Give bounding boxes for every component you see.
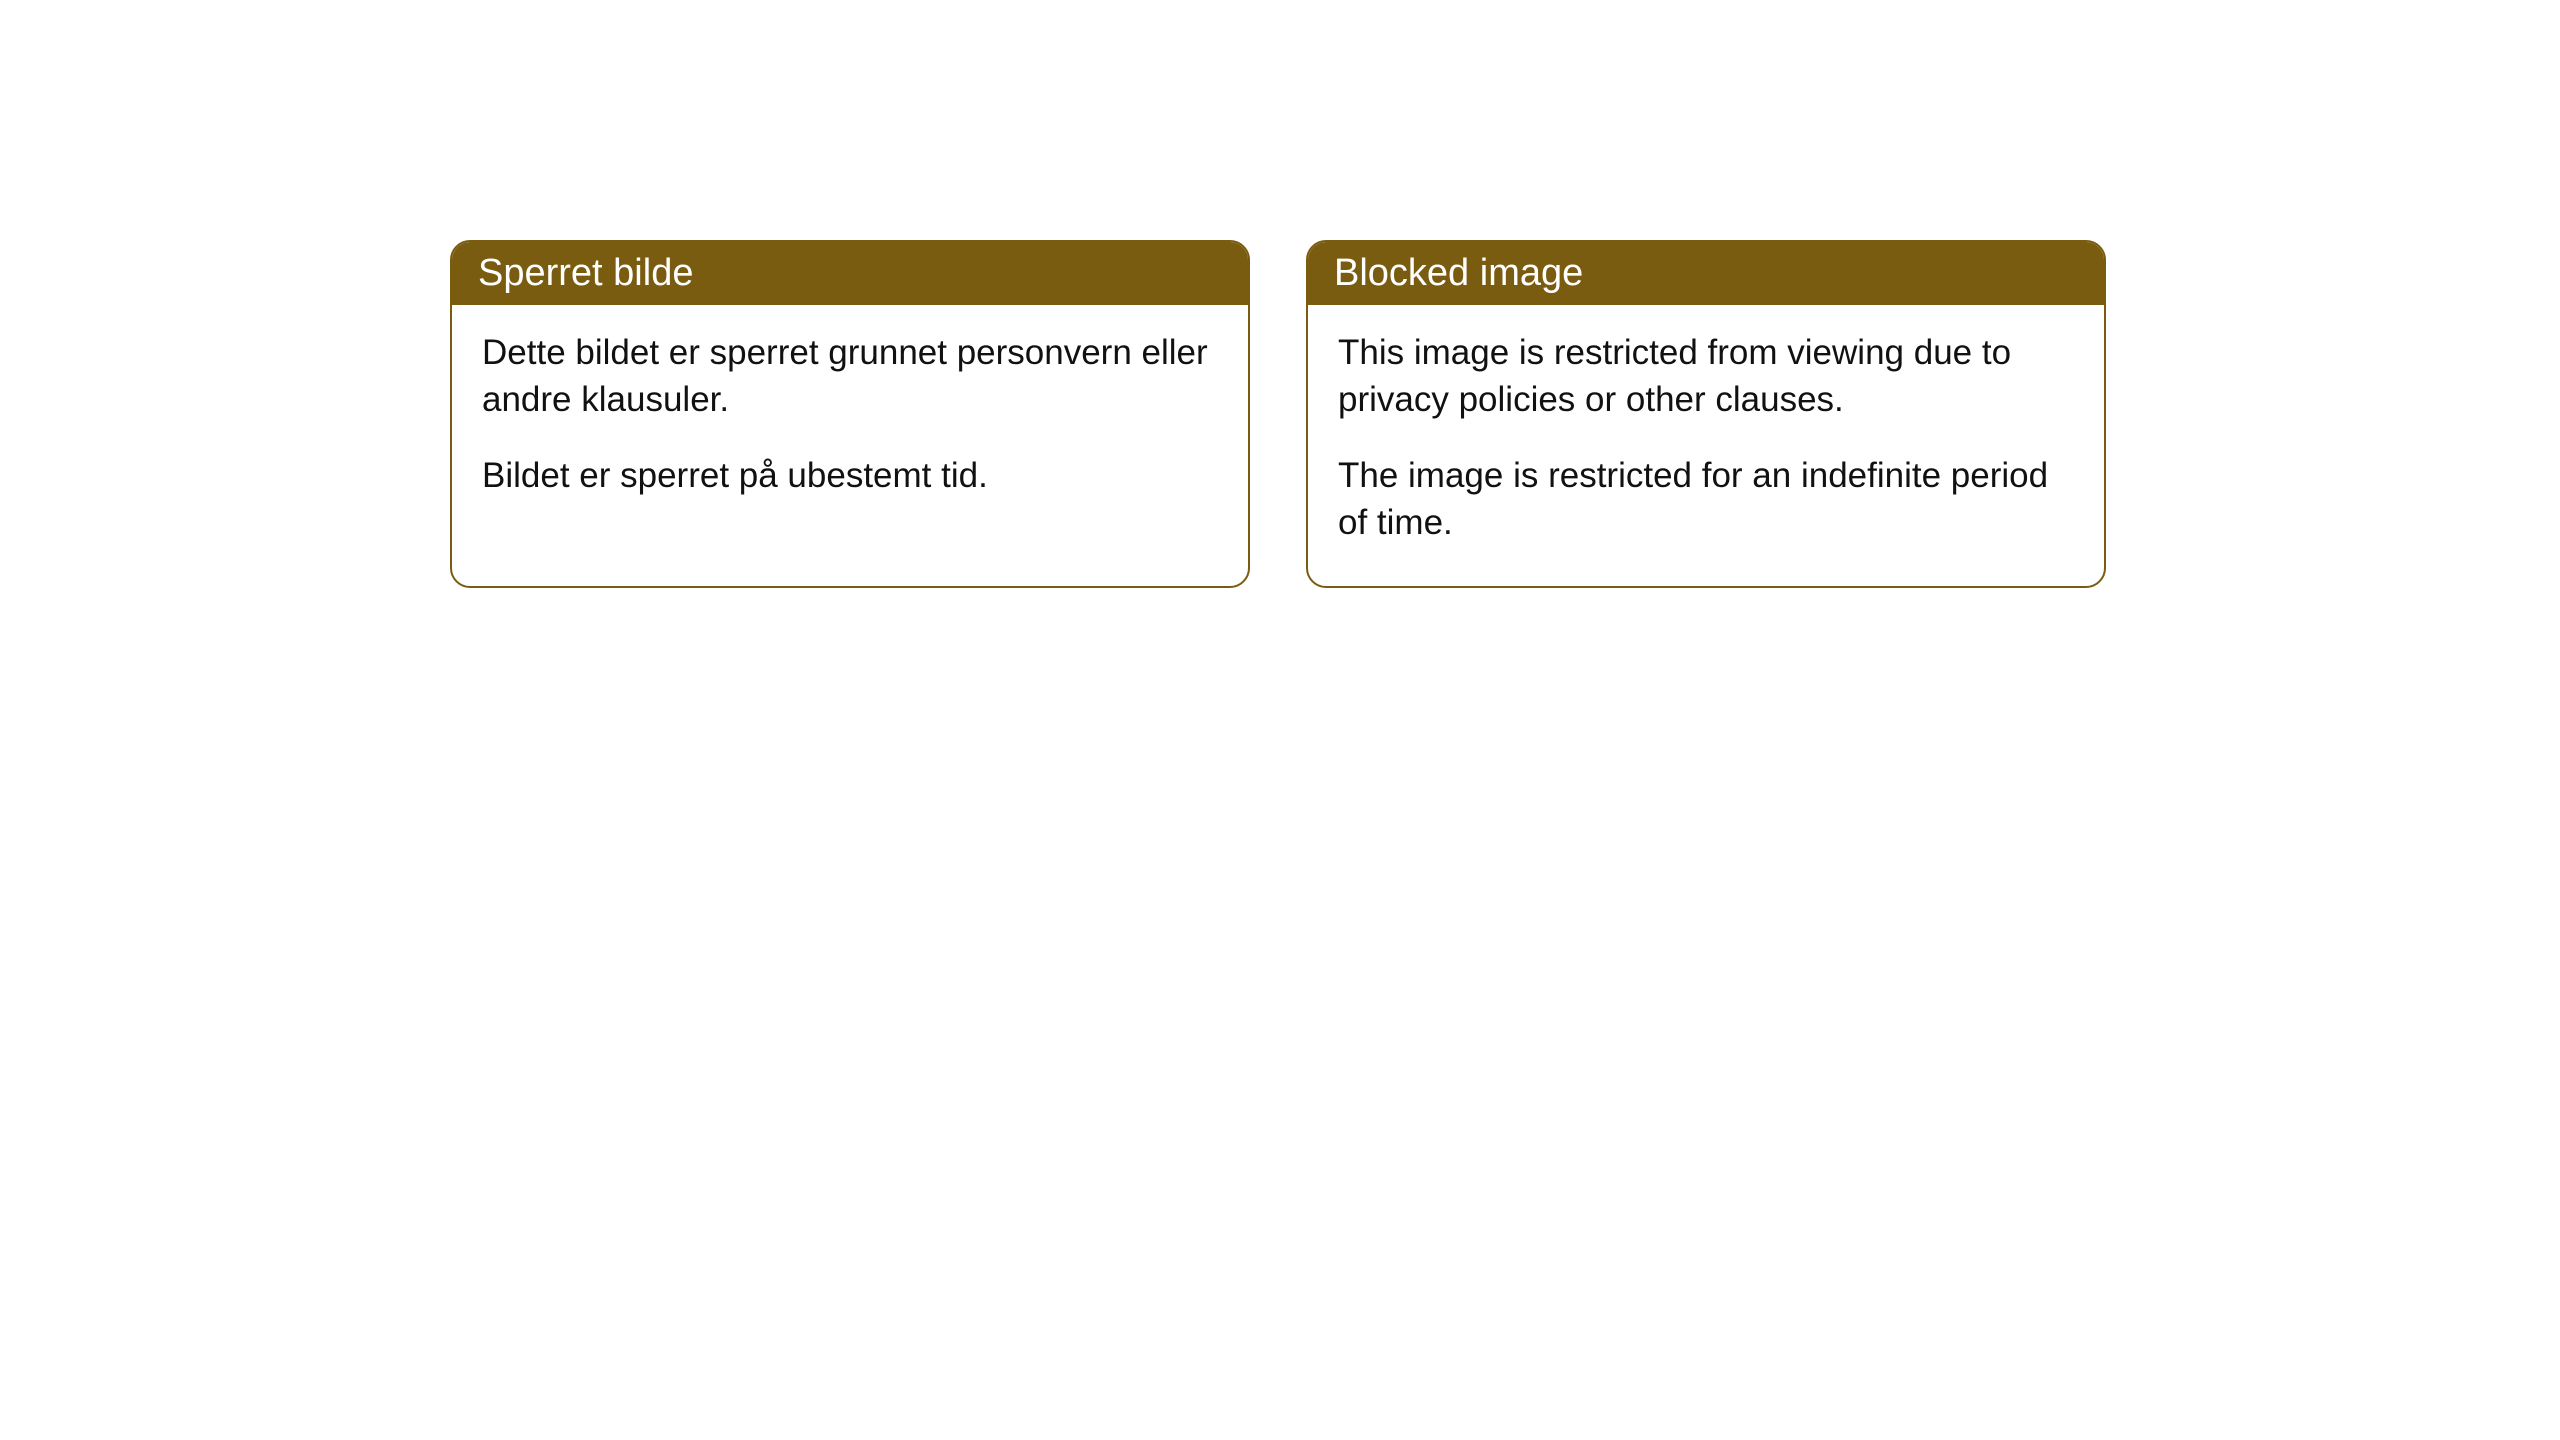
card-header: Sperret bilde (452, 242, 1248, 305)
blocked-image-card-english: Blocked image This image is restricted f… (1306, 240, 2106, 588)
card-title: Blocked image (1334, 252, 1583, 294)
card-title: Sperret bilde (478, 252, 693, 294)
blocked-image-card-norwegian: Sperret bilde Dette bildet er sperret gr… (450, 240, 1250, 588)
card-body: Dette bildet er sperret grunnet personve… (452, 305, 1248, 539)
card-paragraph-2: The image is restricted for an indefinit… (1338, 452, 2074, 547)
card-header: Blocked image (1308, 242, 2104, 305)
card-paragraph-1: This image is restricted from viewing du… (1338, 329, 2074, 424)
notice-cards-container: Sperret bilde Dette bildet er sperret gr… (450, 240, 2106, 588)
card-paragraph-1: Dette bildet er sperret grunnet personve… (482, 329, 1218, 424)
card-paragraph-2: Bildet er sperret på ubestemt tid. (482, 452, 1218, 499)
card-body: This image is restricted from viewing du… (1308, 305, 2104, 586)
